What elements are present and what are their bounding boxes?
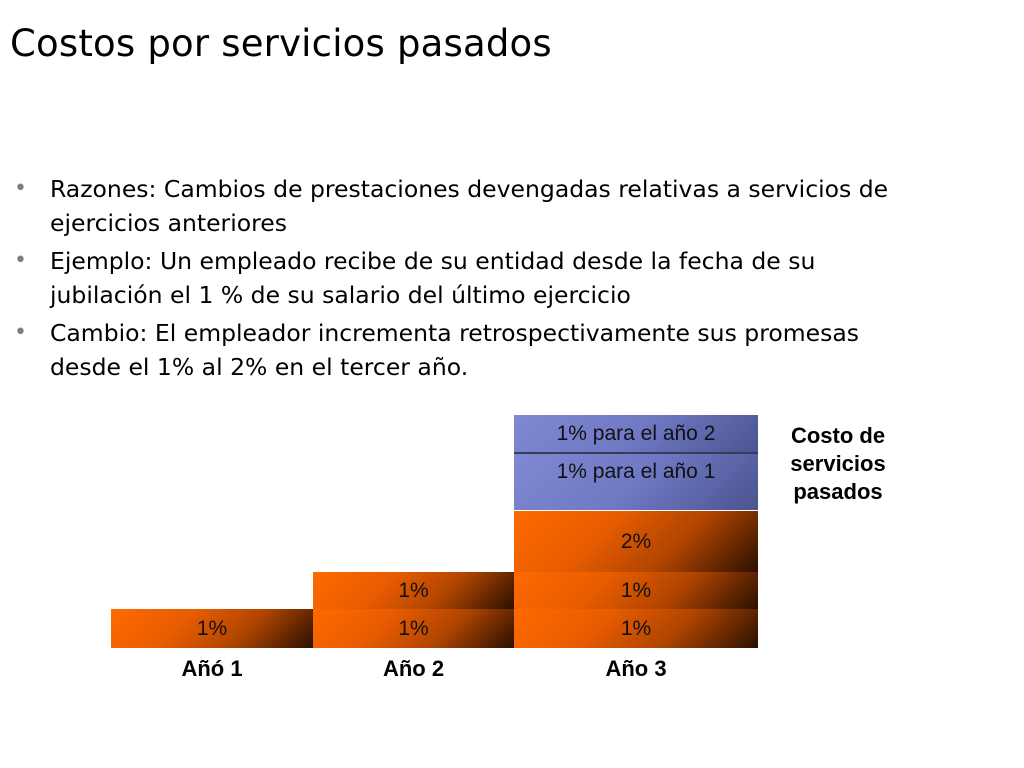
block-y3-row3: 2%	[514, 511, 758, 572]
bullet-list: • Razones: Cambios de prestaciones deven…	[14, 172, 914, 388]
block-y1-row1: 1%	[111, 609, 313, 648]
bullet-dot-icon: •	[14, 176, 27, 201]
page-title: Costos por servicios pasados	[10, 22, 552, 65]
year-label: Añó 1	[181, 656, 243, 681]
block-y3-row2: 1%	[514, 572, 758, 609]
bullet-text: Cambio: El empleador incrementa retrospe…	[50, 319, 859, 381]
year-label: Año 2	[382, 656, 445, 681]
bullet-item: • Razones: Cambios de prestaciones deven…	[14, 172, 914, 240]
block-divider	[514, 452, 758, 454]
bullet-text: Razones: Cambios de prestaciones devenga…	[50, 175, 889, 237]
past-service-cost-label: Costo de servicios pasados	[790, 423, 886, 504]
bullet-text: Ejemplo: Un empleado recibe de su entida…	[50, 247, 816, 309]
block-y3-row1: 1%	[514, 609, 758, 648]
block-y3-blue-year1: 1% para el año 1	[514, 454, 758, 510]
bullet-item: • Ejemplo: Un empleado recibe de su enti…	[14, 244, 914, 312]
block-y3-blue-year2: 1% para el año 2	[514, 415, 758, 453]
block-y2-row1: 1%	[313, 609, 514, 648]
bullet-dot-icon: •	[14, 320, 27, 345]
bullet-item: • Cambio: El empleador incrementa retros…	[14, 316, 914, 384]
year-label: Año 3	[605, 656, 667, 681]
block-y2-row2: 1%	[313, 572, 514, 609]
bullet-dot-icon: •	[14, 248, 27, 273]
